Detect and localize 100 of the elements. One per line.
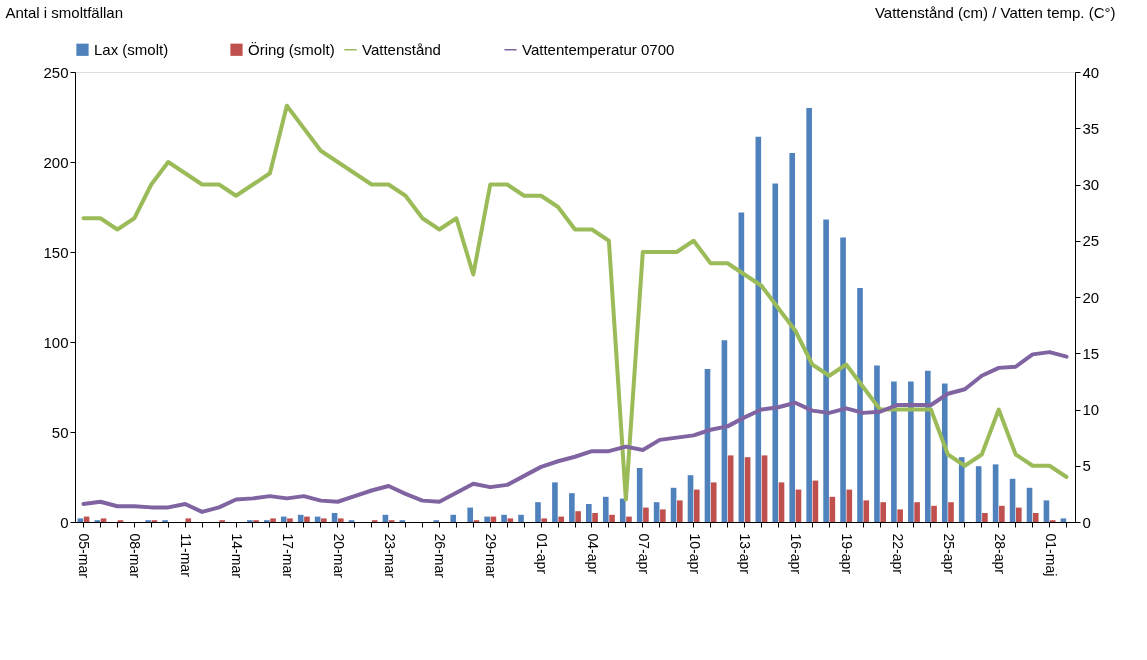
bar xyxy=(772,183,779,522)
bar xyxy=(287,518,293,522)
bar xyxy=(710,482,717,522)
x-tick-label: 22-apr xyxy=(890,533,907,575)
bar xyxy=(660,509,666,522)
bar xyxy=(897,509,903,522)
y-tick-label: 0 xyxy=(60,513,69,531)
bar xyxy=(880,502,887,522)
bar xyxy=(823,219,829,522)
bar xyxy=(778,482,785,522)
y-tick-label: 250 xyxy=(43,63,69,81)
bar xyxy=(677,500,683,522)
y2-tick-label: 35 xyxy=(1082,119,1100,137)
y-tick-label: 50 xyxy=(51,423,69,441)
y2-tick-label: 25 xyxy=(1082,232,1100,250)
bar xyxy=(338,518,344,522)
bar xyxy=(1060,518,1067,522)
bar xyxy=(863,500,870,522)
y2-tick-label: 5 xyxy=(1082,457,1091,475)
bar xyxy=(789,153,796,522)
bar xyxy=(1015,507,1022,522)
bar xyxy=(77,518,84,522)
legend-label: Öring (smolt) xyxy=(248,40,335,58)
bar xyxy=(185,518,192,522)
x-tick-label: 29-mar xyxy=(483,533,500,579)
bar xyxy=(321,518,327,522)
y-axis-title: Antal i smoltfällan xyxy=(5,3,124,21)
bar xyxy=(874,365,880,522)
bar xyxy=(846,489,853,522)
bar xyxy=(626,516,632,522)
x-tick-label: 16-apr xyxy=(788,533,805,575)
x-tick-label: 04-apr xyxy=(584,533,601,575)
line-series xyxy=(81,350,1069,514)
bar xyxy=(280,516,287,522)
bar xyxy=(693,489,700,522)
bar xyxy=(592,513,598,522)
bar xyxy=(467,507,473,522)
y-tick-label: 100 xyxy=(43,333,69,351)
bar xyxy=(575,511,581,522)
y-tick-label: 150 xyxy=(43,243,69,261)
bar xyxy=(569,493,575,522)
x-tick-label: 17-mar xyxy=(279,533,296,579)
bar xyxy=(891,381,897,522)
x-tick-label: 14-mar xyxy=(229,533,246,579)
bar xyxy=(948,502,954,522)
y2-tick-label: 10 xyxy=(1082,401,1100,418)
x-tick-label: 01-maj xyxy=(1042,533,1059,577)
x-tick-label: 07-apr xyxy=(635,533,652,575)
bar xyxy=(602,496,609,522)
bar xyxy=(558,516,564,522)
bar xyxy=(925,370,931,522)
bar xyxy=(727,455,734,522)
bar xyxy=(931,505,937,522)
bar xyxy=(958,457,965,522)
line-series xyxy=(81,103,1069,502)
x-tick-label: 23-mar xyxy=(381,533,398,579)
bar xyxy=(304,516,310,522)
x-tick-label: 05-mar xyxy=(76,533,93,579)
y2-tick-label: 15 xyxy=(1082,344,1100,362)
bar xyxy=(914,502,920,522)
bar xyxy=(270,518,276,522)
x-tick-label: 01-apr xyxy=(534,533,551,575)
bar xyxy=(1043,500,1050,522)
x-tick-label: 20-mar xyxy=(330,533,347,579)
bar xyxy=(761,455,768,522)
x-tick-label: 10-apr xyxy=(686,533,703,575)
bar xyxy=(999,505,1005,522)
bar xyxy=(100,518,107,522)
y2-tick-label: 0 xyxy=(1082,513,1091,531)
y2-tick-label: 40 xyxy=(1082,63,1100,81)
bar xyxy=(507,518,514,522)
legend-label: Vattenstånd xyxy=(362,40,441,58)
x-tick-label: 28-apr xyxy=(991,533,1008,575)
x-tick-label: 08-mar xyxy=(127,533,144,579)
x-tick-label: 25-apr xyxy=(940,533,957,575)
bar xyxy=(619,498,626,522)
x-tick-label: 13-apr xyxy=(737,533,754,575)
y2-axis-title: Vattenstånd (cm) / Vatten temp. (C°) xyxy=(874,3,1116,21)
bar xyxy=(609,514,615,522)
bar xyxy=(541,518,548,522)
x-tick-label: 11-mar xyxy=(178,533,195,578)
bar xyxy=(450,514,457,522)
x-tick-label: 26-mar xyxy=(432,533,449,579)
x-tick-label: 19-apr xyxy=(839,533,856,575)
bar xyxy=(535,502,541,522)
bar xyxy=(840,237,846,522)
y2-tick-label: 20 xyxy=(1082,288,1100,306)
bar xyxy=(1032,513,1039,522)
bar xyxy=(806,108,812,522)
bar xyxy=(484,516,490,522)
legend-label: Vattentemperatur 0700 xyxy=(522,40,675,58)
bar xyxy=(653,502,660,522)
bar xyxy=(643,507,649,522)
bar xyxy=(586,504,592,522)
bar xyxy=(518,514,524,522)
y2-tick-label: 30 xyxy=(1082,176,1100,193)
bar xyxy=(297,514,304,522)
bar xyxy=(552,482,558,522)
legend-label: Lax (smolt) xyxy=(94,40,169,58)
y-tick-label: 200 xyxy=(43,153,69,171)
